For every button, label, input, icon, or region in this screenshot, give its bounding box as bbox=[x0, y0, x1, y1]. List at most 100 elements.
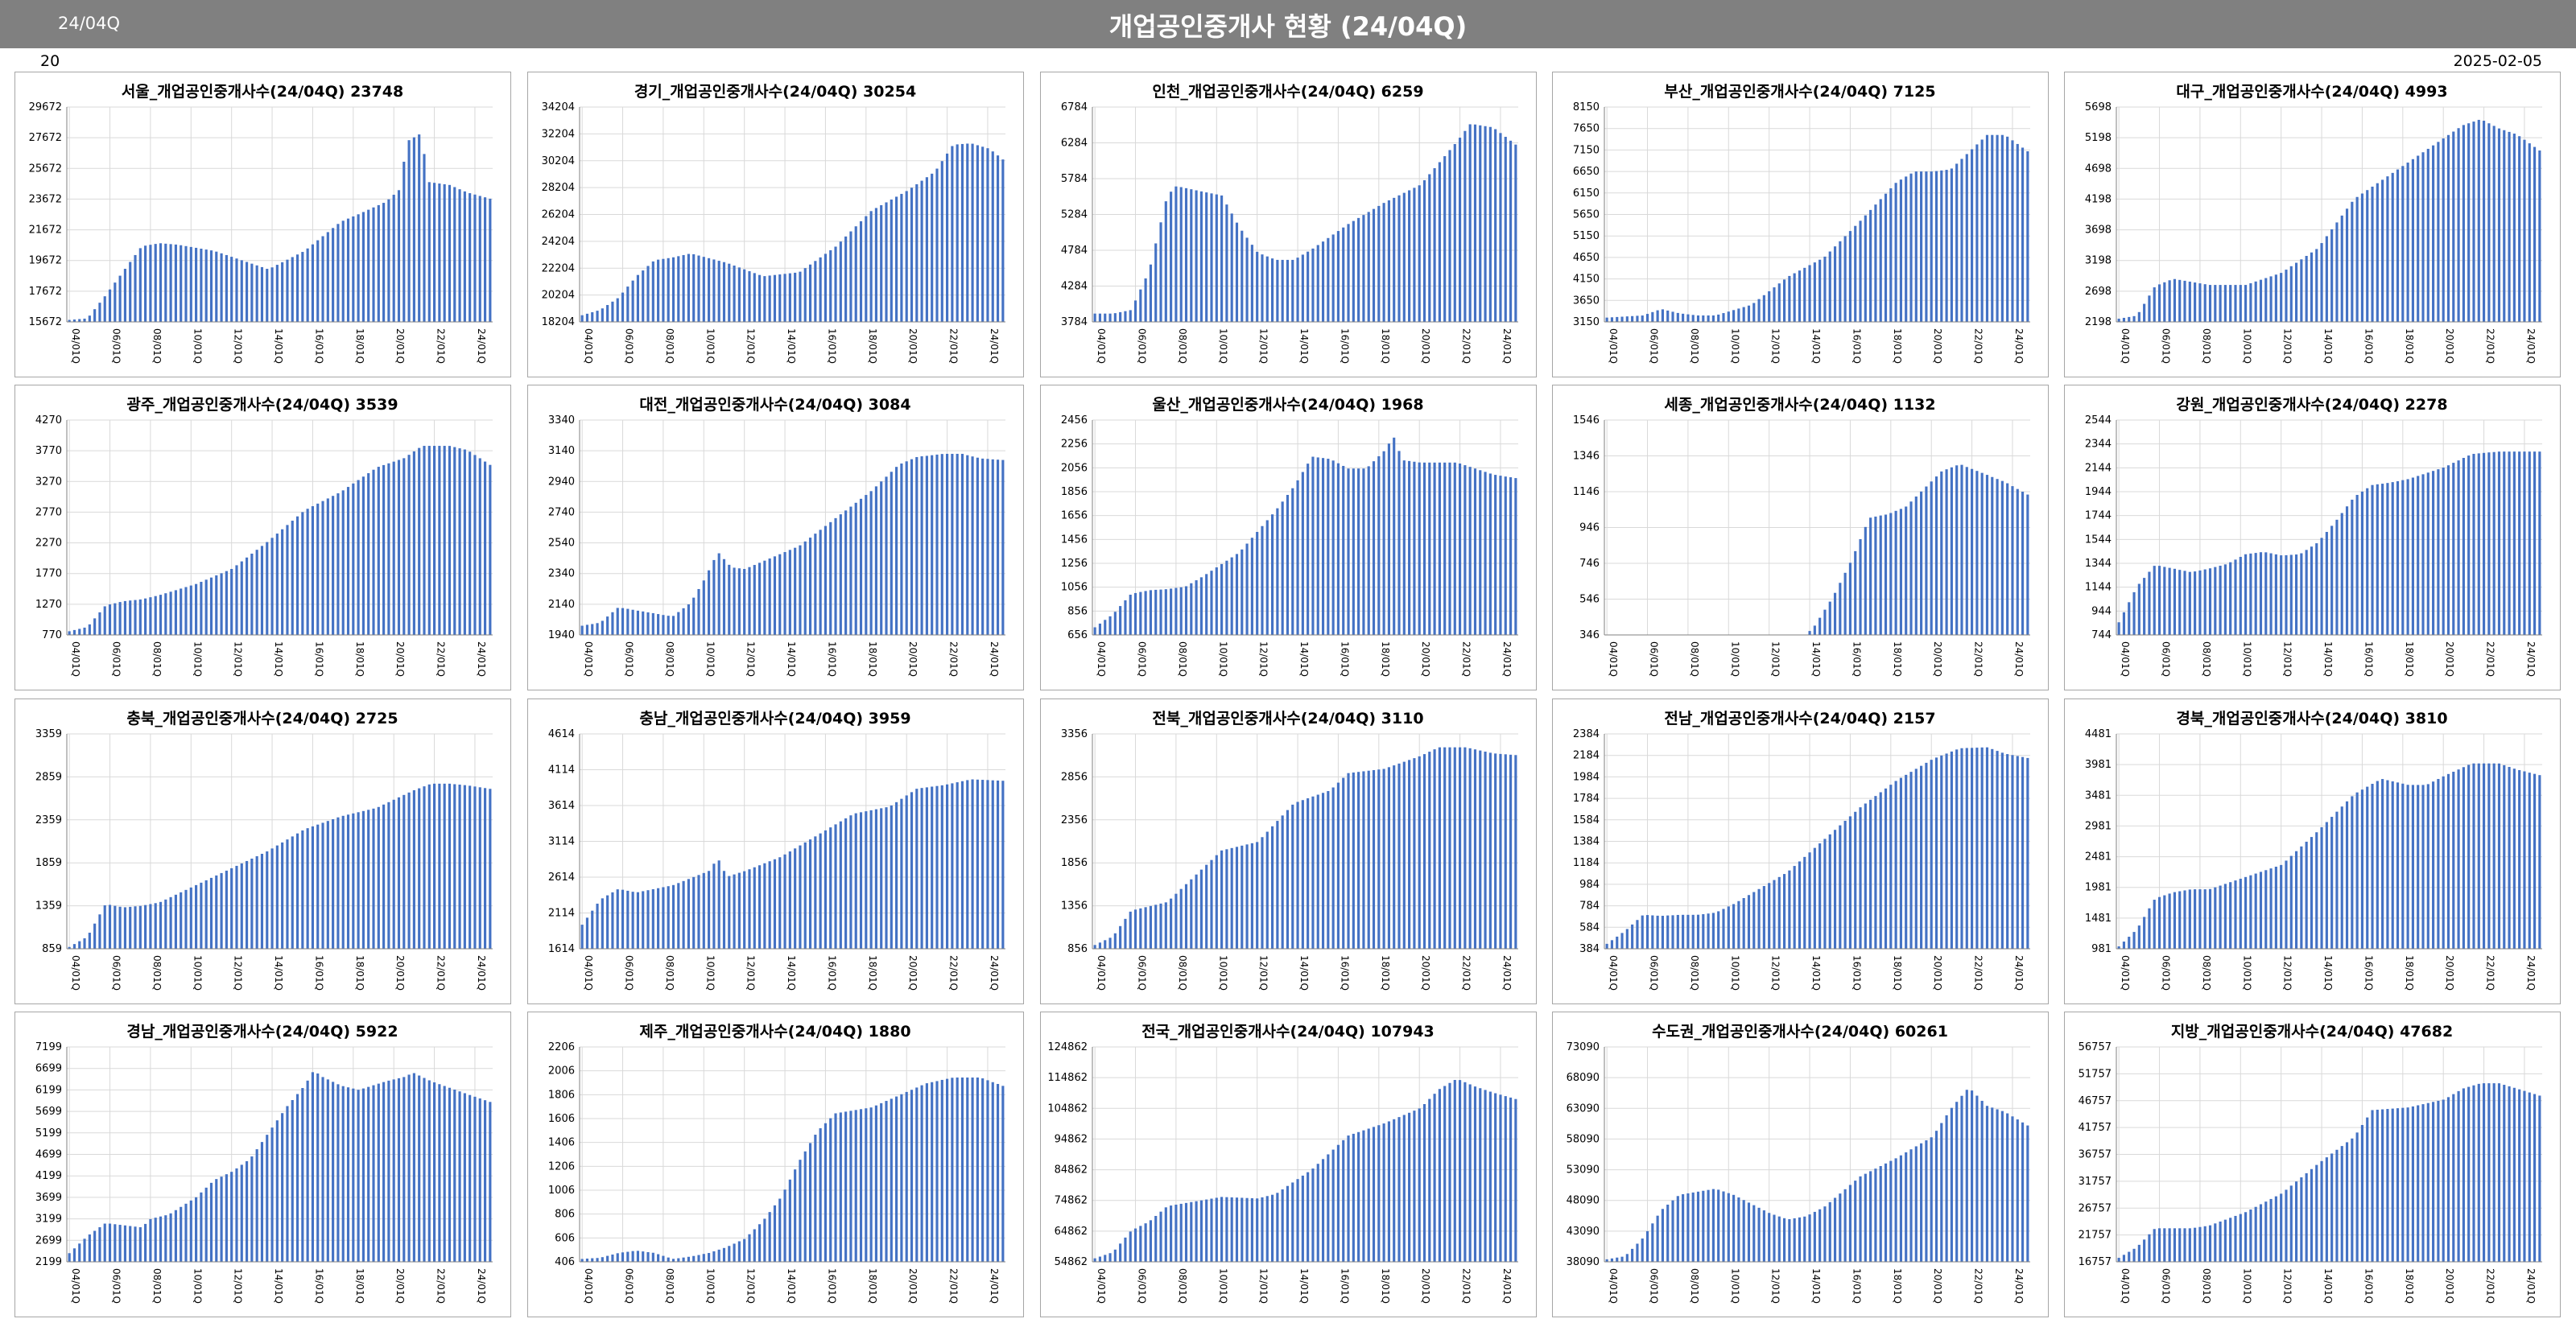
bar bbox=[119, 602, 122, 635]
bar bbox=[2326, 237, 2328, 322]
bar bbox=[1814, 262, 1816, 322]
bar bbox=[2240, 879, 2242, 949]
y-tick-label: 1456 bbox=[1061, 534, 1088, 546]
bar bbox=[1748, 1202, 1750, 1262]
bar bbox=[2219, 566, 2222, 635]
bar bbox=[1185, 188, 1187, 322]
bar bbox=[296, 1094, 299, 1262]
bar bbox=[2158, 1228, 2161, 1262]
bar bbox=[2021, 492, 2024, 635]
bar bbox=[642, 612, 644, 635]
bar bbox=[83, 1238, 85, 1262]
bar bbox=[1874, 796, 1876, 949]
x-tick-label: 22/01Q bbox=[948, 955, 960, 991]
bar bbox=[1276, 509, 1278, 635]
y-tick-label: 3481 bbox=[2085, 789, 2112, 802]
bar bbox=[1479, 470, 1481, 635]
bar bbox=[124, 601, 126, 635]
bar bbox=[2376, 1110, 2379, 1262]
bar bbox=[997, 781, 999, 949]
bar bbox=[1829, 835, 1831, 949]
bar bbox=[1763, 1210, 1765, 1262]
bar bbox=[1773, 287, 1775, 322]
bar bbox=[2452, 772, 2454, 949]
bar bbox=[144, 1224, 147, 1262]
bar bbox=[1641, 315, 1644, 322]
bar bbox=[489, 789, 491, 949]
bar bbox=[180, 245, 182, 322]
bar bbox=[241, 562, 243, 635]
chart-title: 수도권_개업공인중개사수(24/04Q) 60261 bbox=[1652, 1023, 1948, 1041]
bar bbox=[458, 448, 460, 635]
bar bbox=[971, 456, 973, 635]
bar bbox=[210, 250, 213, 322]
bar bbox=[2351, 202, 2353, 322]
y-tick-label: 1406 bbox=[548, 1137, 575, 1149]
bar bbox=[144, 599, 147, 635]
x-tick-label: 10/01Q bbox=[192, 1268, 203, 1304]
bar bbox=[2198, 889, 2201, 949]
bar bbox=[464, 785, 466, 949]
bar bbox=[1636, 1243, 1638, 1262]
bar bbox=[2335, 222, 2338, 322]
bar bbox=[1966, 154, 1968, 322]
bar bbox=[1646, 1231, 1649, 1262]
bar bbox=[2021, 147, 2024, 322]
bar bbox=[458, 785, 460, 949]
bar-chart: 충남_개업공인중개사수(24/04Q) 39591614211426143114… bbox=[528, 699, 1022, 1003]
y-tick-label: 6199 bbox=[35, 1084, 62, 1096]
bar bbox=[362, 476, 365, 635]
bar bbox=[109, 604, 111, 635]
bar bbox=[398, 1078, 400, 1262]
bar bbox=[2478, 1084, 2480, 1262]
bar bbox=[378, 1084, 380, 1262]
bar bbox=[2123, 318, 2125, 322]
bar bbox=[1996, 751, 1998, 949]
bar bbox=[2194, 282, 2196, 322]
bar bbox=[926, 177, 928, 322]
bar bbox=[2523, 1091, 2525, 1262]
bar bbox=[814, 836, 816, 949]
x-tick-label: 22/01Q bbox=[1461, 955, 1472, 991]
x-tick-label: 20/01Q bbox=[1420, 955, 1431, 991]
bar bbox=[1864, 804, 1867, 949]
x-tick-label: 06/01Q bbox=[2161, 955, 2172, 991]
x-tick-label: 18/01Q bbox=[867, 1268, 878, 1304]
bar bbox=[2361, 789, 2363, 949]
bar bbox=[1651, 915, 1653, 949]
x-tick-label: 12/01Q bbox=[233, 328, 244, 364]
y-tick-label: 2256 bbox=[1061, 439, 1088, 451]
x-tick-label: 22/01Q bbox=[2485, 955, 2496, 991]
bar bbox=[1373, 461, 1375, 635]
bar bbox=[774, 556, 776, 635]
y-tick-label: 5284 bbox=[1061, 209, 1088, 221]
bar bbox=[155, 1218, 157, 1262]
x-tick-label: 24/01Q bbox=[1501, 328, 1513, 364]
bar bbox=[763, 276, 766, 322]
bar bbox=[956, 144, 959, 322]
bar bbox=[2458, 769, 2460, 949]
bar bbox=[2295, 1181, 2297, 1262]
bar bbox=[129, 600, 131, 635]
bar bbox=[2143, 578, 2145, 635]
bar bbox=[844, 1111, 847, 1262]
bar bbox=[1134, 300, 1137, 322]
bar bbox=[2518, 1090, 2520, 1262]
bar bbox=[926, 787, 928, 949]
bar bbox=[860, 499, 862, 635]
bar bbox=[1489, 1092, 1492, 1262]
x-tick-label: 10/01Q bbox=[192, 641, 203, 677]
bar bbox=[1732, 310, 1735, 322]
y-tick-label: 2770 bbox=[35, 506, 62, 518]
bar bbox=[1145, 907, 1147, 949]
bar bbox=[73, 1248, 76, 1262]
x-tick-label: 12/01Q bbox=[1258, 641, 1269, 677]
bar bbox=[479, 1098, 481, 1262]
bar bbox=[1783, 874, 1785, 949]
bar bbox=[109, 290, 111, 322]
bar bbox=[78, 942, 80, 949]
bar bbox=[601, 620, 604, 635]
chart-panel-10: 충북_개업공인중개사수(24/04Q) 2725 859 1359 1859 2359 2… bbox=[14, 699, 511, 1004]
bar bbox=[2361, 1125, 2363, 1262]
bar bbox=[738, 568, 741, 635]
